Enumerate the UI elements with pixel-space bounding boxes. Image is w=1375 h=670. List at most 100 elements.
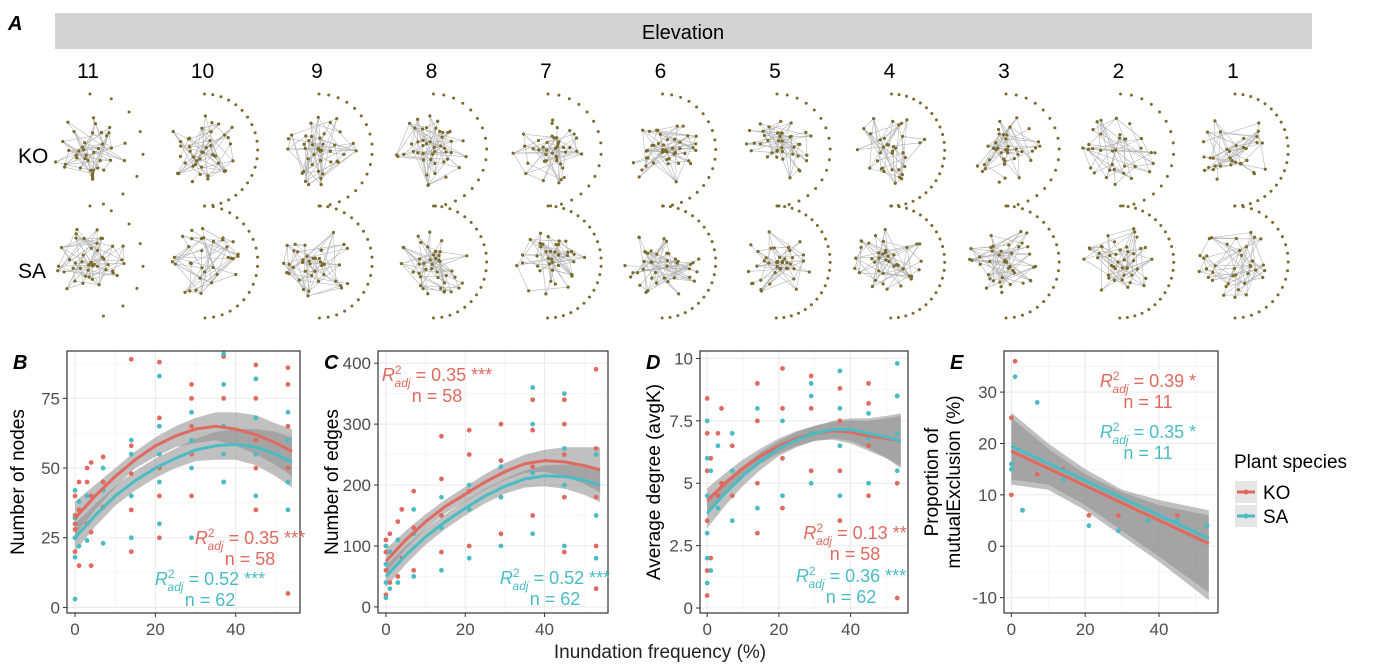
network-node: [401, 245, 405, 250]
network-edge: [184, 258, 232, 293]
isolated-node: [702, 295, 706, 299]
isolated-node: [1118, 316, 1122, 320]
panel-c-point-ko: [498, 421, 504, 427]
network-edge: [1111, 265, 1145, 286]
network-node: [56, 269, 60, 273]
network-edge: [396, 127, 416, 156]
network-edge: [756, 265, 781, 270]
network-node: [222, 133, 227, 137]
network-node: [302, 142, 306, 146]
legend-key-sa-dot: [1243, 513, 1249, 519]
network-edge: [655, 272, 679, 295]
network-ko-2: [1081, 92, 1176, 208]
network-edge: [1113, 266, 1129, 288]
panel-c-point-sa: [439, 567, 444, 573]
isolated-node: [941, 245, 945, 249]
network-edge: [995, 149, 1005, 165]
isolated-node: [1280, 235, 1284, 239]
isolated-node: [462, 194, 466, 198]
network-node: [798, 169, 802, 173]
network-node: [59, 245, 64, 250]
isolated-node: [444, 203, 448, 207]
network-edge: [523, 133, 529, 164]
isolated-node: [256, 148, 260, 152]
network-node: [895, 262, 899, 267]
network-node: [287, 262, 291, 267]
isolated-node: [475, 116, 479, 120]
network-node: [638, 283, 642, 287]
network-edge: [901, 136, 903, 179]
isolated-node: [1285, 161, 1289, 165]
network-edge: [1092, 118, 1117, 130]
network-edge: [185, 162, 201, 175]
network-edge: [324, 248, 348, 265]
network-edge: [757, 251, 778, 267]
network-node: [570, 274, 574, 278]
network-node: [994, 147, 998, 152]
panel-d-point-ko: [729, 493, 735, 499]
network-node: [417, 271, 421, 276]
panel-d-point-ko: [704, 396, 710, 401]
isolated-node: [1275, 113, 1279, 117]
panel-b-point-sa: [189, 437, 194, 443]
network-node: [580, 152, 584, 156]
network-edge: [1107, 228, 1134, 237]
isolated-node: [253, 165, 257, 169]
network-edge: [1247, 237, 1255, 274]
panel-c-fit-line-sa: [384, 474, 601, 578]
network-node: [905, 245, 909, 249]
isolated-node: [1167, 237, 1171, 241]
network-edge: [1241, 142, 1263, 165]
isolated-node: [251, 282, 255, 286]
network-edge: [287, 148, 322, 185]
network-sa-7: [515, 204, 603, 320]
network-edge: [883, 268, 904, 274]
panel-d-point-sa: [729, 430, 735, 436]
network-node: [923, 137, 927, 141]
panel-d-point-ko: [866, 381, 871, 386]
network-node: [199, 236, 204, 241]
network-node: [1118, 136, 1122, 140]
network-node: [877, 256, 881, 260]
network-ko-6: [631, 92, 718, 208]
isolated-node: [370, 142, 374, 146]
network-edge: [1126, 247, 1146, 269]
network-node: [983, 167, 987, 171]
network-node: [523, 144, 527, 148]
network-node: [1230, 159, 1234, 163]
isolated-node: [1257, 310, 1261, 314]
isolated-node: [819, 291, 823, 295]
network-edge: [409, 123, 419, 142]
network-edge: [1209, 131, 1221, 159]
network-node: [1091, 128, 1095, 132]
network-node: [1108, 253, 1112, 258]
isolated-node: [671, 203, 675, 207]
legend[interactable]: Plant species KO SA: [1234, 452, 1347, 528]
network-node: [411, 270, 415, 274]
network-edge: [306, 256, 325, 275]
network-edge: [513, 133, 575, 154]
network-edge: [859, 247, 862, 273]
network-edge: [1198, 255, 1208, 272]
network-node: [74, 153, 78, 157]
network-node: [539, 245, 543, 249]
network-edge: [1129, 268, 1138, 283]
network-node: [875, 159, 880, 163]
isolated-node: [823, 284, 827, 288]
network-node: [640, 168, 644, 172]
network-edge: [1002, 277, 1024, 284]
network-node: [86, 268, 90, 272]
panel-b-point-sa: [221, 479, 227, 485]
isolated-node: [1028, 310, 1032, 314]
network-node: [1006, 144, 1010, 148]
isolated-node: [101, 202, 105, 206]
isolated-node: [1284, 277, 1288, 281]
network-node: [204, 145, 208, 150]
panel-c-point-sa: [530, 470, 536, 476]
network-node: [1243, 281, 1247, 285]
panel-b-point-ko: [189, 423, 194, 429]
isolated-node: [826, 245, 830, 249]
network-node: [905, 118, 909, 122]
network-edge: [776, 136, 781, 151]
